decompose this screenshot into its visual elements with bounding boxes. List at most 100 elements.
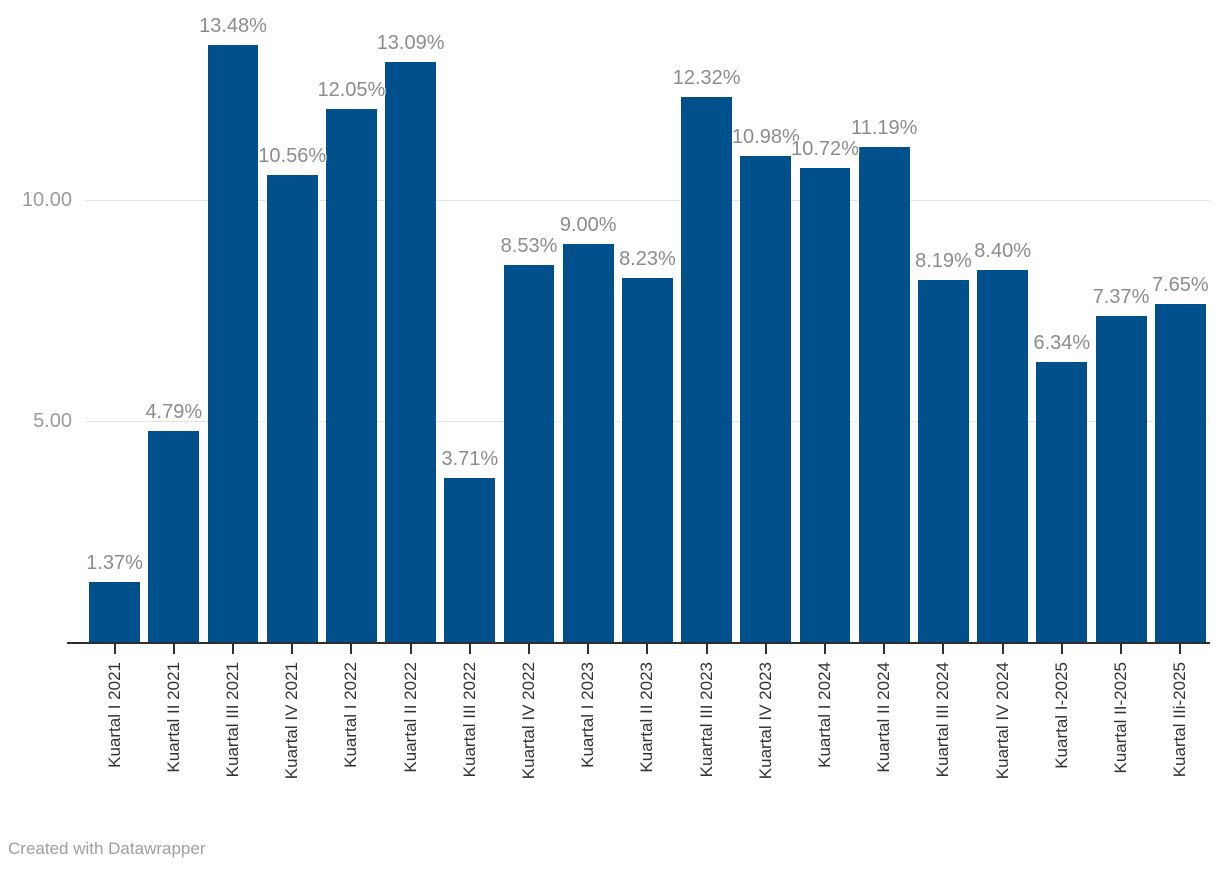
x-axis-label: Kuartal III 2023: [696, 662, 716, 778]
tick-cell: [322, 644, 381, 654]
gridline: [85, 200, 1210, 201]
tick-mark: [113, 644, 116, 654]
bar: [858, 147, 910, 643]
bar: [148, 431, 200, 643]
x-axis-label: Kuartal I 2021: [104, 662, 124, 768]
bar: [681, 97, 733, 643]
bar: [977, 270, 1029, 643]
x-label-cell: Kuartal I 2021: [85, 662, 144, 840]
tick-mark: [1001, 644, 1004, 654]
bar-column: 8.23%: [618, 0, 677, 643]
tick-mark: [1179, 644, 1182, 654]
tick-cell: [263, 644, 322, 654]
tick-mark: [528, 644, 531, 654]
x-axis-label: Kuartal II-2025: [1111, 662, 1131, 774]
bar-value-label: 12.32%: [672, 67, 741, 89]
tick-cell: [914, 644, 973, 654]
x-axis-label: Kuartal III 2022: [459, 662, 479, 778]
x-axis-label: Kuartal IV 2022: [519, 662, 539, 780]
bar-value-label: 6.34%: [1033, 332, 1091, 354]
bar-value-label: 7.37%: [1092, 286, 1150, 308]
x-label-cell: Kuartal IV 2023: [736, 662, 795, 840]
tick-cell: [1151, 644, 1210, 654]
tick-cell: [440, 644, 499, 654]
x-axis-label: Kuartal IV 2021: [282, 662, 302, 780]
y-axis-tick-label: 10.00: [21, 189, 72, 211]
bar: [1095, 316, 1147, 643]
bar-value-label: 8.19%: [915, 250, 972, 272]
tick-cell: [559, 644, 618, 654]
bar-value-label: 12.05%: [317, 79, 386, 101]
bar: [562, 244, 614, 643]
tick-mark: [824, 644, 827, 654]
x-label-cell: Kuartal II 2022: [381, 662, 440, 840]
tick-cell: [85, 644, 144, 654]
tick-cell: [677, 644, 736, 654]
bar-column: 11.19%: [851, 0, 917, 643]
x-label-cell: Kuartal I 2024: [795, 662, 854, 840]
tick-mark: [232, 644, 234, 654]
x-axis-label: Kuartal I 2023: [578, 662, 598, 768]
x-axis-labels: Kuartal I 2021 Kuartal II 2021 Kuartal III…: [85, 662, 1210, 840]
x-label-cell: Kuartal II 2021: [144, 662, 203, 840]
bar-value-label: 8.53%: [500, 235, 558, 257]
bar: [89, 582, 141, 643]
datawrapper-attribution-link[interactable]: Created with Datawrapper: [8, 839, 206, 858]
bar-column: 10.56%: [258, 0, 326, 643]
x-axis-label: Kuartal IV 2024: [992, 662, 1012, 780]
bar-value-label: 11.19%: [851, 117, 918, 139]
bar: [325, 109, 377, 643]
bar-value-label: 8.23%: [619, 248, 676, 270]
bar: [1154, 304, 1206, 643]
tick-mark: [1120, 644, 1123, 654]
tick-cell: [973, 644, 1032, 654]
tick-cell: [736, 644, 795, 654]
x-axis-label: Kuartal II 2023: [637, 662, 657, 773]
tick-mark: [646, 644, 649, 654]
tick-cell: [618, 644, 677, 654]
x-label-cell: Kuartal I 2022: [322, 662, 381, 840]
bar-column: 13.48%: [199, 0, 267, 643]
tick-mark: [705, 644, 708, 654]
bar-column: 10.98%: [732, 0, 800, 643]
x-axis-label: Kuartal I-2025: [1051, 662, 1071, 769]
bar-value-label: 7.65%: [1151, 274, 1209, 296]
bar-value-label: 1.37%: [86, 552, 143, 574]
tick-cell: [381, 644, 440, 654]
bars-area: 1.37% 4.79% 13.48% 10.56% 12.05% 13.09% 3.71% 8…: [85, 0, 1210, 643]
tick-cell: [144, 644, 203, 654]
x-label-cell: Kuartal IV 2021: [263, 662, 322, 840]
bar-value-label: 13.48%: [199, 15, 267, 37]
x-axis-label: Kuartal IIi-2025: [1170, 662, 1190, 778]
x-label-cell: Kuartal III 2023: [677, 662, 736, 840]
bar: [266, 175, 318, 643]
bar-value-label: 10.98%: [731, 126, 800, 148]
bar: [207, 45, 259, 643]
bar-column: 3.71%: [440, 0, 499, 643]
bar-column: 1.37%: [85, 0, 144, 643]
bar-column: 8.53%: [499, 0, 558, 643]
bar-column: 4.79%: [144, 0, 203, 643]
bar: [740, 156, 792, 643]
tick-cell: [1032, 644, 1091, 654]
tick-mark: [1060, 644, 1063, 654]
bar: [1036, 362, 1088, 643]
bar-value-label: 9.00%: [559, 214, 617, 236]
x-label-cell: Kuartal IV 2022: [499, 662, 558, 840]
bar-column: 6.34%: [1032, 0, 1091, 643]
bar: [917, 280, 969, 643]
x-label-cell: Kuartal III 2024: [914, 662, 973, 840]
x-label-cell: Kuartal III 2022: [440, 662, 499, 840]
x-axis-label: Kuartal III 2021: [223, 662, 242, 778]
x-label-cell: Kuartal II 2023: [618, 662, 677, 840]
bar-value-label: 3.71%: [441, 448, 499, 470]
bar-value-label: 10.56%: [258, 145, 327, 167]
x-axis-label: Kuartal III 2024: [933, 662, 953, 778]
chart-footer: Created with Datawrapper: [8, 839, 205, 859]
bar-value-label: 8.40%: [974, 240, 1031, 262]
tick-mark: [883, 644, 886, 654]
tick-cell: [1091, 644, 1150, 654]
bar-column: 9.00%: [559, 0, 618, 643]
tick-cell: [795, 644, 854, 654]
